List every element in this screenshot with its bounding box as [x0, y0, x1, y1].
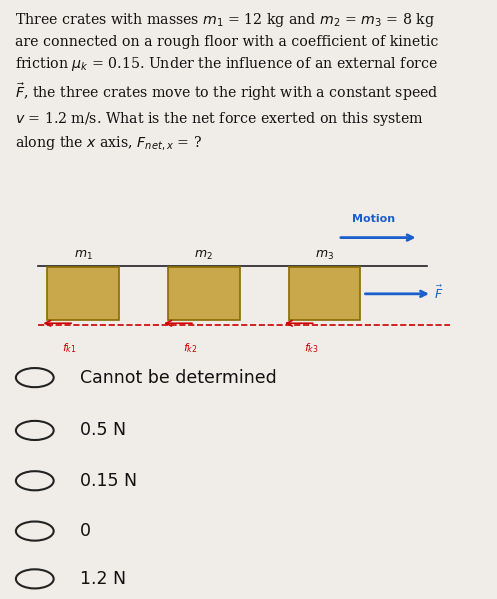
Text: $m_1$: $m_1$ — [74, 249, 92, 262]
Text: Motion: Motion — [352, 214, 395, 225]
Text: $\vec{F}$: $\vec{F}$ — [434, 285, 443, 302]
Text: Three crates with masses $m_1$ = 12 kg and $m_2$ = $m_3$ = 8 kg
are connected on: Three crates with masses $m_1$ = 12 kg a… — [15, 11, 438, 152]
FancyBboxPatch shape — [47, 268, 119, 320]
Text: $f_{k3}$: $f_{k3}$ — [304, 341, 319, 355]
Text: 1.2 N: 1.2 N — [80, 570, 126, 588]
Text: $f_{k1}$: $f_{k1}$ — [62, 341, 77, 355]
Text: $m_3$: $m_3$ — [315, 249, 334, 262]
FancyBboxPatch shape — [168, 268, 240, 320]
Text: $f_{k2}$: $f_{k2}$ — [183, 341, 198, 355]
FancyBboxPatch shape — [289, 268, 360, 320]
Text: Cannot be determined: Cannot be determined — [80, 368, 276, 386]
Text: 0: 0 — [80, 522, 90, 540]
Text: 0.15 N: 0.15 N — [80, 472, 137, 490]
Text: 0.5 N: 0.5 N — [80, 422, 126, 440]
Text: $m_2$: $m_2$ — [194, 249, 213, 262]
